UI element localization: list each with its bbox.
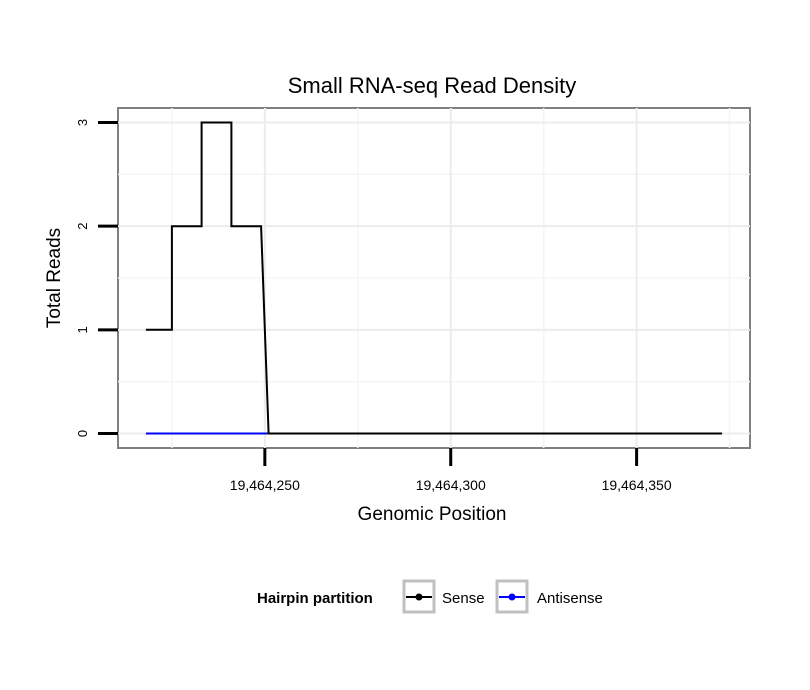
legend-item-antisense: Antisense <box>495 579 603 614</box>
y-axis-ticks: 0 1 2 3 <box>75 119 118 437</box>
x-tick-label-2: 19,464,350 <box>602 477 672 493</box>
legend-dot-sense <box>415 593 423 601</box>
y-tick-label-0: 0 <box>75 430 90 437</box>
legend-item-sense: Sense <box>402 579 485 614</box>
chart-title: Small RNA-seq Read Density <box>288 73 577 98</box>
y-tick-label-2: 2 <box>75 223 90 230</box>
y-tick-label-3: 3 <box>75 119 90 126</box>
legend-label-sense: Sense <box>442 590 485 607</box>
y-axis-label: Total Reads <box>44 228 65 328</box>
x-axis-ticks: 19,464,250 19,464,300 19,464,350 <box>230 448 672 493</box>
legend-dot-antisense <box>508 593 516 601</box>
series-layer <box>145 121 723 435</box>
y-tick-label-1: 1 <box>75 326 90 333</box>
legend: Hairpin partition Sense Antisense <box>257 579 603 614</box>
x-tick-label-1: 19,464,300 <box>416 477 486 493</box>
x-axis-label: Genomic Position <box>358 504 507 525</box>
x-tick-label-0: 19,464,250 <box>230 477 300 493</box>
legend-title: Hairpin partition <box>257 590 373 607</box>
legend-label-antisense: Antisense <box>537 590 603 607</box>
grid-minor <box>118 108 750 448</box>
series-line-sense <box>145 121 723 435</box>
